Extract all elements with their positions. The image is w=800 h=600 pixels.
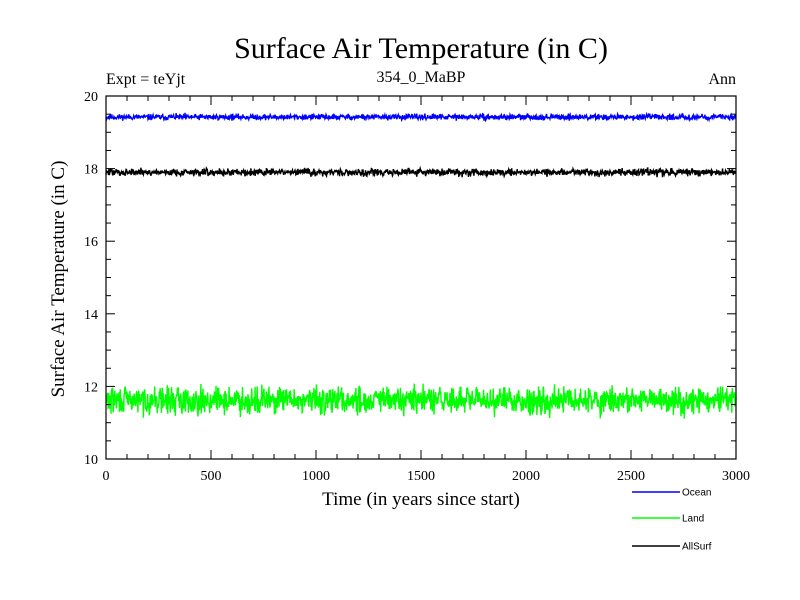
y-axis-label: Surface Air Temperature (in C) [48,161,69,398]
x-tick-label: 3000 [722,469,750,484]
x-tick-label: 1500 [407,469,435,484]
season-label: Ann [708,71,736,88]
x-axis-label: Time (in years since start) [322,489,520,510]
y-tick-label: 20 [84,90,98,105]
series-line-allsurf [105,165,737,179]
series-line-land [105,383,737,419]
legend-label-allsurf: AllSurf [682,542,712,553]
y-tick-label: 12 [84,380,98,395]
series-line-ocean [105,111,737,123]
x-tick-label: 0 [103,469,110,484]
legend: Ocean Land AllSurf [632,488,712,553]
axes: 0 500 1000 1500 2000 2500 3000 10 12 14 16 18 20 [84,90,750,484]
x-tick-label: 2000 [512,469,540,484]
series-layer [105,111,737,419]
x-tick-label: 1000 [302,469,330,484]
expt-label: Expt = teYjt [106,71,186,88]
y-tick-label: 16 [84,235,98,250]
legend-label-land: Land [682,514,704,525]
y-tick-label: 10 [84,453,98,468]
chart-title: Surface Air Temperature (in C) [234,32,608,65]
x-tick-label: 2500 [617,469,645,484]
y-tick-label: 14 [84,308,98,323]
period-label: 354_0_MaBP [377,69,466,86]
y-tick-label: 18 [84,163,98,178]
x-tick-label: 500 [201,469,222,484]
legend-label-ocean: Ocean [682,488,711,499]
